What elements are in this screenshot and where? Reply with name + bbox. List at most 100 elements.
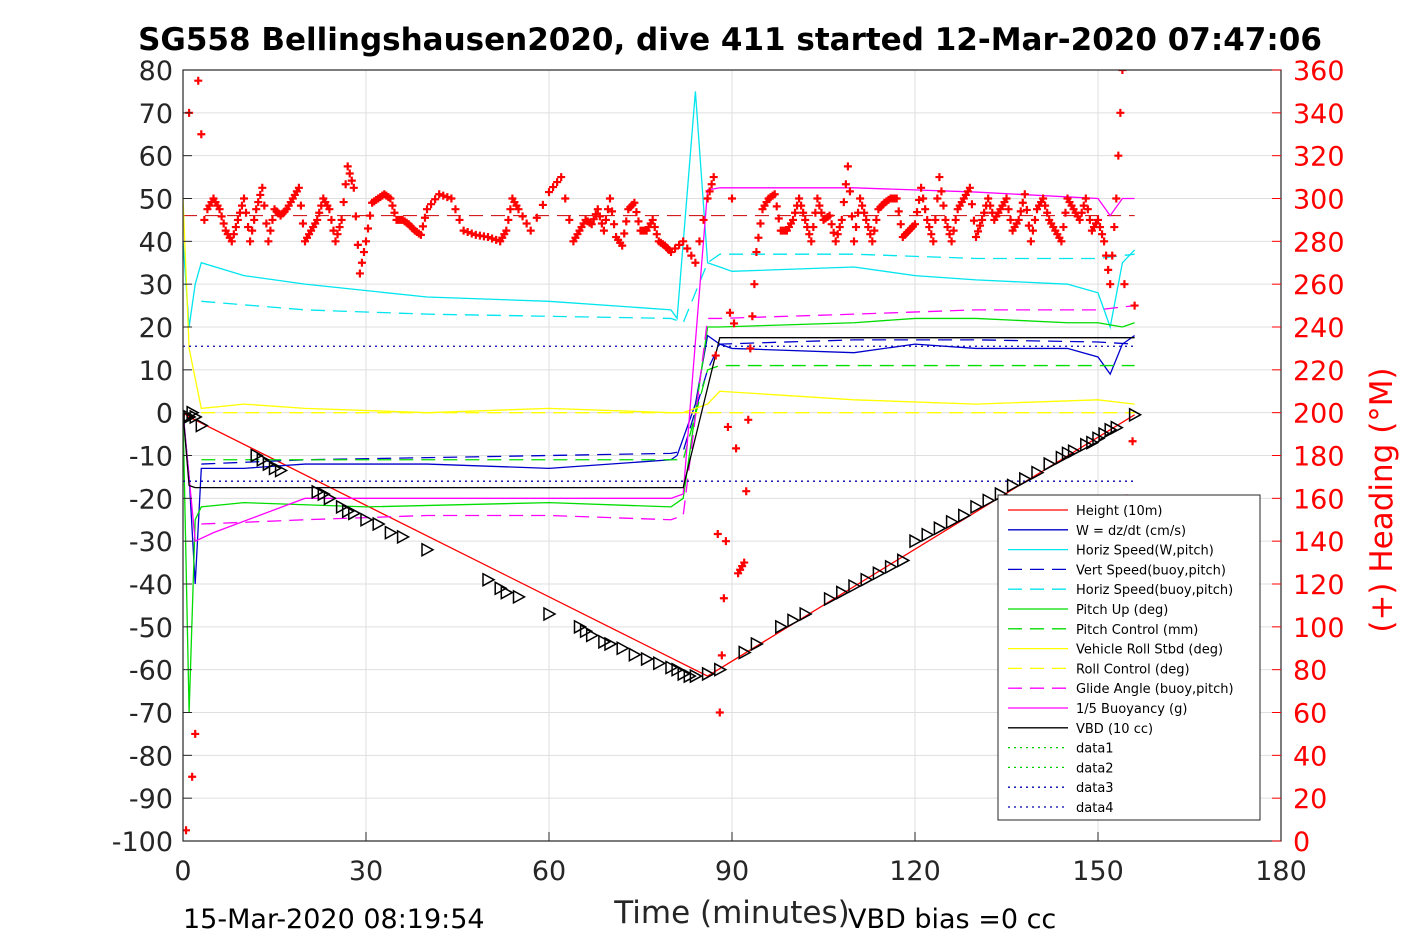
heading-marker — [721, 537, 730, 546]
heading-marker — [825, 211, 834, 220]
heading-marker — [561, 194, 570, 203]
heading-marker — [852, 223, 861, 232]
heading-marker — [1026, 237, 1035, 246]
heading-marker — [829, 228, 838, 237]
heading-marker — [911, 220, 919, 229]
heading-marker — [913, 208, 922, 217]
vbd-marker — [1006, 478, 1021, 493]
vbd-marker — [384, 525, 398, 540]
heading-marker — [1059, 223, 1068, 232]
heading-marker — [484, 233, 492, 242]
vbd-marker — [616, 640, 630, 656]
heading-marker — [1108, 251, 1117, 260]
heading-marker — [1118, 70, 1127, 74]
heading-marker — [943, 223, 952, 232]
y-tick-label-left: 20 — [139, 313, 173, 344]
heading-marker — [357, 258, 366, 267]
heading-marker — [917, 183, 926, 192]
heading-marker — [362, 237, 370, 246]
heading-marker — [632, 208, 641, 217]
heading-marker — [197, 130, 206, 139]
x-tick-label: 150 — [1072, 856, 1124, 887]
heading-marker — [703, 194, 712, 203]
vbd-marker — [775, 619, 789, 635]
heading-marker — [526, 226, 535, 235]
heading-marker — [774, 214, 783, 223]
heading-marker — [1061, 208, 1070, 217]
heading-marker — [1096, 223, 1105, 232]
heading-marker — [608, 207, 617, 216]
heading-marker — [366, 211, 375, 220]
legend-label-pitch-control-mm: Pitch Control (mm) — [1076, 623, 1198, 638]
heading-marker — [868, 237, 877, 246]
heading-marker — [1006, 215, 1015, 224]
vbd-marker — [1067, 443, 1082, 459]
heading-marker — [679, 237, 688, 246]
heading-marker — [839, 198, 848, 207]
heading-marker — [933, 194, 942, 203]
heading-marker — [801, 215, 810, 224]
heading-marker — [518, 212, 527, 221]
heading-marker — [929, 237, 938, 246]
heading-marker — [945, 230, 954, 239]
y-tick-label-left: 80 — [139, 56, 173, 87]
series-line-horiz-speed-buoy-pitch — [201, 253, 1135, 324]
heading-marker — [799, 208, 808, 217]
heading-marker — [504, 215, 513, 224]
heading-marker — [860, 208, 869, 217]
legend-label-pitch-up-deg: Pitch Up (deg) — [1076, 603, 1168, 618]
heading-marker — [939, 201, 948, 210]
heading-marker — [416, 230, 425, 239]
heading-marker — [1022, 205, 1031, 214]
heading-marker — [506, 205, 515, 214]
heading-marker — [254, 198, 263, 207]
heading-marker — [748, 312, 757, 321]
vbd-marker — [738, 645, 752, 660]
axis-ticks: 80706050403020100-10-20-30-40-50-60-70-8… — [112, 56, 1345, 887]
heading-marker — [248, 226, 257, 235]
heading-marker — [256, 190, 265, 199]
heading-marker — [492, 235, 501, 244]
heading-marker — [1075, 215, 1084, 224]
right-axis-label: (+) Heading (°M) — [1364, 367, 1400, 632]
heading-marker — [233, 215, 242, 224]
legend-label-data4: data4 — [1076, 801, 1114, 816]
heading-marker — [532, 213, 541, 222]
y-tick-label-left: 40 — [139, 227, 173, 258]
heading-marker — [1014, 215, 1023, 224]
heading-marker — [1004, 205, 1013, 214]
vbd-marker — [714, 662, 728, 677]
heading-marker — [355, 269, 364, 278]
heading-marker — [331, 237, 340, 246]
heading-marker — [974, 227, 983, 236]
y-tick-label-right: 120 — [1293, 570, 1345, 601]
vbd-marker — [628, 647, 642, 662]
heading-marker — [315, 208, 324, 217]
heading-marker — [980, 208, 989, 217]
y-tick-label-left: 70 — [139, 99, 173, 130]
heading-marker — [699, 215, 708, 224]
heading-marker — [772, 202, 781, 211]
vbd-marker — [860, 572, 874, 587]
series-line-1-5-buoyancy-g — [183, 187, 1135, 543]
y-tick-label-right: 340 — [1293, 99, 1345, 130]
heading-marker — [313, 215, 322, 224]
vbd-marker — [933, 521, 947, 536]
heading-marker — [931, 215, 940, 224]
heading-marker — [353, 240, 362, 249]
heading-marker — [925, 223, 934, 232]
heading-marker — [502, 226, 511, 235]
heading-marker — [345, 169, 354, 178]
vbd-marker — [372, 516, 386, 532]
heading-marker — [194, 76, 203, 85]
heading-marker — [705, 187, 714, 196]
heading-series — [183, 70, 1139, 835]
heading-marker — [1085, 215, 1094, 224]
heading-marker — [553, 178, 562, 187]
heading-marker — [603, 205, 612, 214]
heading-marker — [246, 237, 255, 246]
heading-marker — [717, 651, 726, 660]
heading-marker — [549, 183, 558, 192]
vbd-marker — [799, 606, 813, 622]
y-tick-label-left: 0 — [156, 399, 173, 430]
